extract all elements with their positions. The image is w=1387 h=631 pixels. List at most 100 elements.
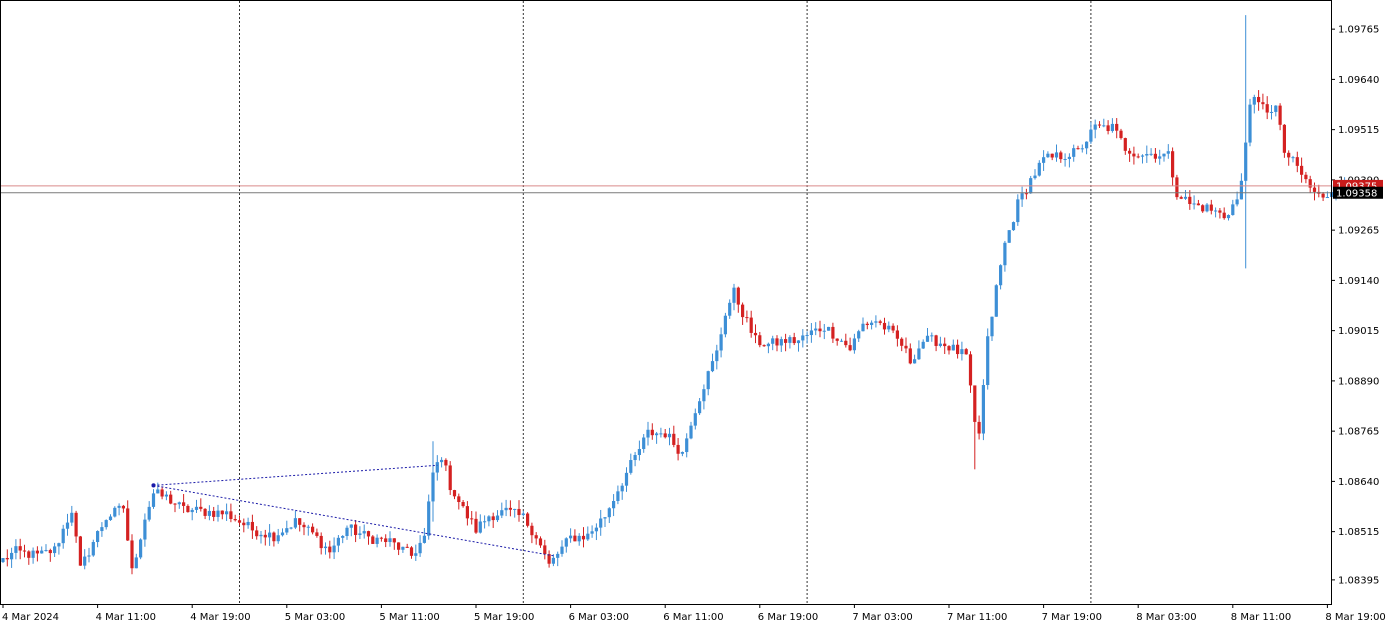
candle[interactable] (164, 491, 168, 501)
candle[interactable] (1089, 121, 1093, 144)
candle[interactable] (371, 535, 375, 544)
candle[interactable] (418, 535, 422, 557)
candle[interactable] (487, 515, 491, 527)
candle[interactable] (655, 431, 659, 444)
candle[interactable] (1257, 90, 1261, 111)
candle[interactable] (35, 546, 39, 562)
candle[interactable] (1248, 98, 1252, 147)
candle[interactable] (18, 538, 22, 560)
candle[interactable] (663, 429, 667, 439)
candle[interactable] (435, 455, 439, 481)
candle[interactable] (569, 528, 573, 543)
candle[interactable] (1046, 151, 1050, 158)
candle[interactable] (723, 312, 727, 338)
candle[interactable] (173, 503, 177, 513)
candle[interactable] (964, 347, 968, 355)
candle[interactable] (1269, 105, 1274, 120)
candle[interactable] (732, 283, 736, 311)
candle[interactable] (624, 467, 629, 492)
candle[interactable] (40, 546, 44, 554)
candle[interactable] (483, 515, 487, 529)
candle[interactable] (556, 551, 560, 567)
candle[interactable] (1145, 145, 1149, 163)
candle[interactable] (306, 524, 310, 536)
candle[interactable] (599, 509, 603, 536)
candle[interactable] (1140, 154, 1145, 164)
candle[interactable] (1128, 148, 1132, 162)
candle[interactable] (839, 338, 844, 342)
candle[interactable] (1261, 93, 1265, 110)
candle[interactable] (904, 337, 908, 354)
candle[interactable] (762, 344, 766, 347)
candle[interactable] (1278, 103, 1282, 131)
candle[interactable] (474, 511, 478, 534)
candle[interactable] (263, 529, 267, 546)
candle[interactable] (543, 539, 547, 560)
candle[interactable] (1295, 151, 1299, 173)
candle[interactable] (491, 512, 495, 528)
candle[interactable] (1166, 144, 1170, 159)
candle[interactable] (581, 527, 586, 548)
candle[interactable] (1115, 118, 1119, 139)
candle[interactable] (1132, 146, 1136, 165)
candle[interactable] (1209, 199, 1213, 215)
candle[interactable] (388, 531, 392, 547)
candle[interactable] (384, 534, 388, 548)
candle[interactable] (973, 385, 977, 470)
candle[interactable] (182, 494, 186, 514)
candle[interactable] (53, 542, 57, 557)
candle[interactable] (96, 530, 100, 548)
candle[interactable] (151, 489, 156, 509)
candle[interactable] (276, 528, 280, 544)
candle[interactable] (960, 341, 964, 361)
candle[interactable] (1183, 189, 1188, 200)
candle[interactable] (887, 321, 891, 333)
candle[interactable] (921, 339, 925, 349)
candle[interactable] (749, 310, 753, 338)
candle[interactable] (289, 526, 293, 530)
candle[interactable] (999, 264, 1003, 290)
candle[interactable] (298, 518, 302, 532)
candle[interactable] (293, 510, 297, 530)
candle[interactable] (444, 458, 448, 472)
candle[interactable] (427, 494, 431, 540)
candle[interactable] (925, 327, 930, 342)
candle[interactable] (362, 524, 366, 539)
candle[interactable] (345, 525, 349, 540)
candle[interactable] (947, 345, 951, 355)
candle[interactable] (551, 554, 555, 567)
candle[interactable] (14, 539, 18, 560)
candle[interactable] (1304, 171, 1308, 184)
candle[interactable] (1020, 186, 1024, 207)
candle[interactable] (1110, 118, 1114, 133)
candle[interactable] (379, 536, 383, 542)
candle[interactable] (594, 523, 598, 541)
candle[interactable] (603, 517, 607, 527)
candle[interactable] (1149, 148, 1153, 157)
candle[interactable] (5, 549, 9, 567)
candle[interactable] (1226, 214, 1231, 221)
candle[interactable] (917, 340, 921, 360)
candle[interactable] (431, 441, 435, 522)
candle[interactable] (706, 370, 710, 396)
candle[interactable] (323, 542, 328, 555)
candle[interactable] (1, 557, 5, 563)
candle[interactable] (1308, 175, 1312, 194)
candle[interactable] (986, 328, 990, 390)
candle[interactable] (616, 485, 620, 505)
candle[interactable] (83, 549, 87, 570)
candle[interactable] (272, 531, 276, 547)
candle[interactable] (741, 302, 745, 325)
candle[interactable] (1179, 195, 1183, 200)
candle[interactable] (478, 514, 482, 534)
candle[interactable] (1196, 199, 1200, 206)
candle[interactable] (250, 514, 254, 539)
candle[interactable] (216, 504, 220, 522)
candle[interactable] (285, 520, 289, 535)
candle[interactable] (1282, 124, 1286, 158)
candle[interactable] (315, 528, 319, 538)
candle[interactable] (1119, 128, 1123, 140)
candle[interactable] (680, 451, 684, 457)
candle[interactable] (225, 503, 229, 521)
candle[interactable] (736, 286, 740, 313)
